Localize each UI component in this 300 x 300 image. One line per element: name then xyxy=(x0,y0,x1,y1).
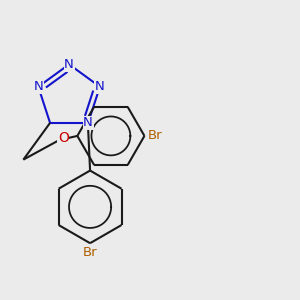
Text: N: N xyxy=(64,58,74,71)
Text: Br: Br xyxy=(83,246,98,260)
Text: O: O xyxy=(58,131,69,145)
Text: N: N xyxy=(83,116,93,129)
Text: N: N xyxy=(95,80,105,93)
Text: N: N xyxy=(33,80,43,93)
Text: Br: Br xyxy=(148,129,162,142)
